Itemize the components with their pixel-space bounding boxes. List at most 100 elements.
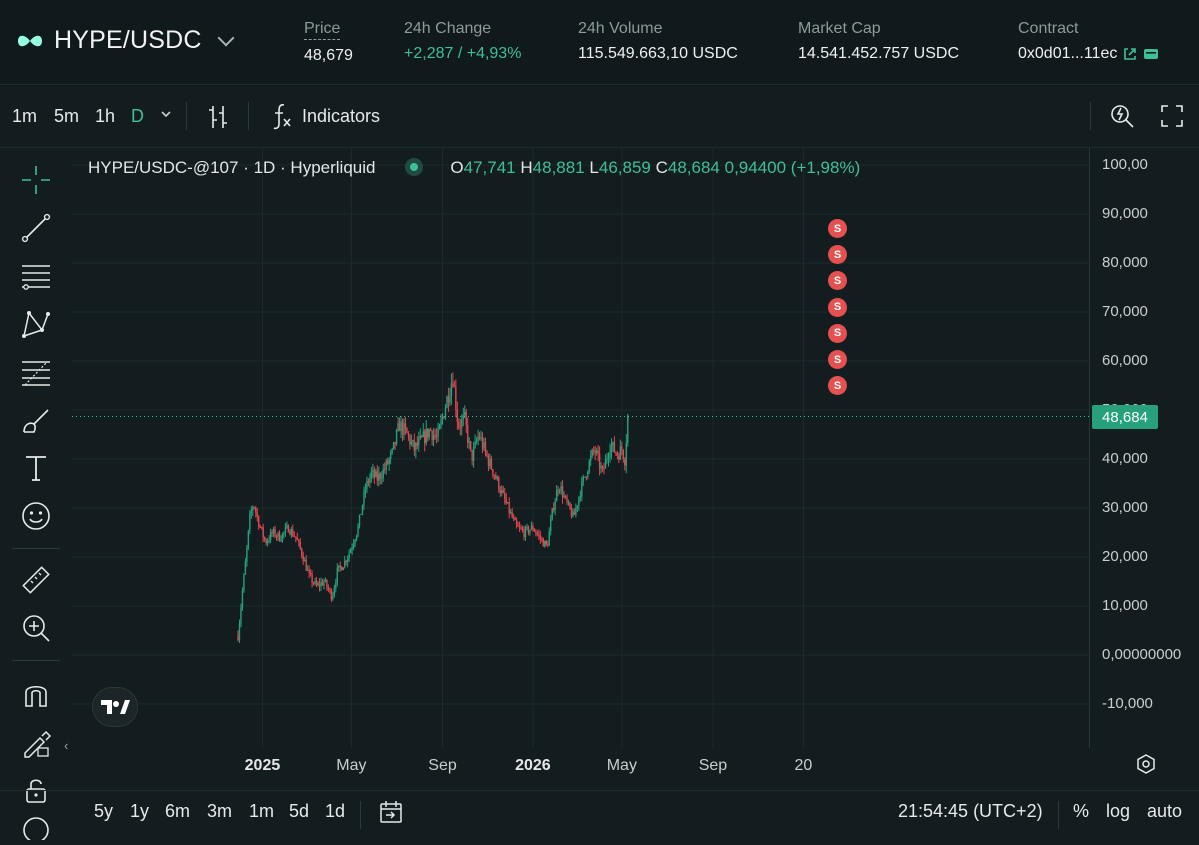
candle-body — [627, 415, 629, 443]
candle-body — [266, 540, 269, 544]
candle-body — [314, 580, 316, 584]
sell-signal-marker[interactable]: S — [828, 219, 847, 238]
range-6m[interactable]: 6m — [165, 801, 191, 821]
interval-1m[interactable]: 1m — [12, 106, 38, 126]
indicators-icon[interactable] — [270, 102, 292, 135]
bar-style-icon[interactable] — [206, 104, 230, 135]
candle-body — [499, 490, 502, 493]
candle-body — [425, 428, 427, 444]
candle-body — [432, 435, 435, 440]
candle-body — [505, 499, 507, 504]
candle-body — [615, 452, 617, 454]
wallet-icon[interactable] — [1143, 47, 1159, 61]
candle-body — [547, 544, 549, 546]
x-tick-label: May — [606, 757, 637, 774]
candle-body — [449, 396, 451, 403]
price-chart[interactable] — [72, 148, 1090, 748]
fib-retracement-icon[interactable] — [18, 354, 54, 390]
fullscreen-icon[interactable] — [1160, 104, 1184, 133]
collapse-toolbar-icon[interactable]: ‹ — [64, 738, 69, 753]
candle-body — [458, 421, 460, 428]
candle-body — [554, 501, 556, 510]
range-1m[interactable]: 1m — [249, 801, 275, 821]
crosshair-icon[interactable] — [18, 162, 54, 198]
auto-scale-toggle[interactable]: auto — [1147, 801, 1183, 821]
candle-body — [625, 442, 627, 466]
range-1d[interactable]: 1d — [325, 801, 346, 821]
range-3m[interactable]: 3m — [207, 801, 233, 821]
candle-body — [606, 458, 608, 460]
candle-body — [576, 505, 579, 509]
candle-body — [456, 409, 459, 422]
candle-body — [619, 446, 622, 460]
percent-scale-toggle[interactable]: % — [1073, 801, 1090, 821]
tradingview-logo[interactable] — [92, 687, 138, 727]
range-5y[interactable]: 5y — [94, 801, 114, 821]
interval-1h[interactable]: 1h — [95, 106, 116, 126]
interval-dropdown-icon[interactable] — [160, 104, 172, 125]
candle-body — [296, 537, 298, 541]
candle-body — [238, 623, 241, 641]
pattern-icon[interactable] — [18, 306, 54, 342]
interval-d[interactable]: D — [131, 106, 144, 126]
horizontal-lines-icon[interactable] — [18, 258, 54, 294]
candle-body — [265, 539, 267, 544]
sell-signal-marker[interactable]: S — [828, 245, 847, 265]
pair-selector[interactable]: HYPE/USDC — [16, 26, 235, 55]
candle-body — [461, 418, 463, 428]
candle-body — [508, 502, 510, 514]
candle-body — [278, 532, 281, 541]
sell-signal-marker[interactable]: S — [828, 323, 847, 343]
text-tool-icon[interactable] — [18, 450, 54, 486]
zoom-icon[interactable] — [1108, 102, 1136, 135]
contract-value[interactable]: 0x0d01...11ec — [1018, 45, 1118, 62]
indicators-button[interactable]: Indicators — [302, 106, 381, 126]
interval-5m[interactable]: 5m — [54, 106, 80, 126]
candle-body — [333, 588, 336, 596]
candle-body — [509, 512, 512, 514]
brush-icon[interactable] — [18, 402, 54, 438]
mcap-stat: Market Cap 14.541.452.757 USDC — [798, 20, 959, 63]
candle-body — [520, 527, 522, 529]
candle-body — [592, 449, 595, 451]
candle-body — [283, 532, 285, 534]
chart-settings-icon[interactable] — [1136, 754, 1156, 779]
ruler-icon[interactable] — [18, 562, 54, 598]
trend-line-icon[interactable] — [18, 210, 54, 246]
candle-body — [446, 396, 448, 408]
candle-body — [555, 490, 558, 502]
magnet-icon[interactable] — [18, 676, 54, 712]
sell-signal-marker[interactable]: S — [828, 376, 847, 396]
range-5d[interactable]: 5d — [289, 801, 310, 821]
candle-body — [428, 429, 430, 438]
sell-signal-marker[interactable]: S — [828, 271, 847, 291]
sell-signal-marker[interactable]: S — [828, 297, 847, 317]
candle-body — [472, 447, 475, 461]
go-to-date-icon[interactable] — [378, 799, 404, 830]
emoji-icon[interactable] — [18, 498, 54, 534]
log-scale-toggle[interactable]: log — [1106, 801, 1131, 821]
change-label: 24h Change — [404, 20, 492, 37]
legend-status-icon[interactable] — [404, 158, 423, 176]
candle-body — [597, 450, 599, 454]
candle-body — [271, 532, 273, 534]
candle-body — [421, 435, 423, 437]
zoom-in-icon[interactable] — [18, 610, 54, 646]
time-axis[interactable]: 2025 May Sep 2026 May Sep 20 — [72, 748, 1090, 782]
candle-body — [544, 541, 546, 547]
range-1y[interactable]: 1y — [130, 801, 150, 821]
candle-body — [464, 411, 466, 416]
sell-signal-marker[interactable]: S — [828, 350, 847, 369]
candle-body — [441, 416, 444, 421]
clock-time[interactable]: 21:54:45 (UTC+2) — [898, 801, 1043, 821]
candle-body — [514, 518, 516, 521]
external-link-icon[interactable] — [1123, 47, 1137, 61]
unlock-icon[interactable] — [18, 772, 54, 808]
lock-drawings-icon[interactable] — [18, 724, 54, 760]
candle-body — [453, 385, 456, 387]
price-axis[interactable]: 100,0090,00080,00070,00060,00050,00040,0… — [1090, 148, 1199, 748]
candle-body — [582, 476, 585, 482]
candle-body — [277, 532, 279, 537]
candle-body — [308, 569, 310, 573]
eye-icon[interactable] — [18, 816, 54, 840]
